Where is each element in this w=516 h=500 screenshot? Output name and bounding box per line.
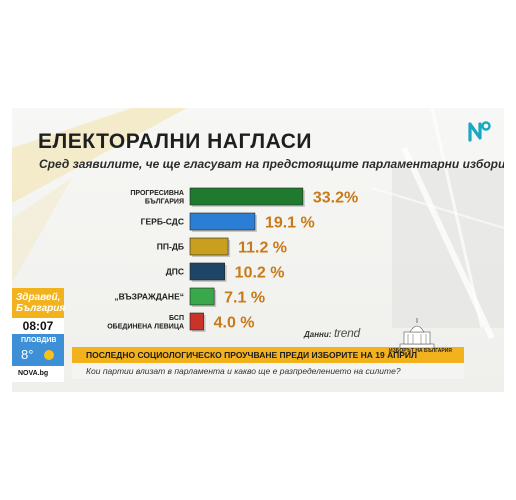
bar-chart: ПРОГРЕСИВНА БЪЛГАРИЯ 33.2% ГЕРБ-СДС 19.1 % ПП… <box>107 187 358 332</box>
ticker-subline: Кои партии влизат в парламента и какво щ… <box>72 363 464 379</box>
category-label: „ВЪЗРАЖДАНЕ“ <box>114 292 184 302</box>
source-name: trend <box>334 326 360 340</box>
ticker-headline: ПОСЛЕДНО СОЦИОЛОГИЧЕСКО ПРОУЧВАНЕ ПРЕДИ … <box>72 347 464 363</box>
value-label: 19.1 % <box>265 215 315 232</box>
value-label: 33.2% <box>313 190 358 207</box>
weather-temperature: 8° <box>21 347 34 362</box>
page-subtitle: Сред заявилите, че ще гласуват на предст… <box>39 157 504 171</box>
value-label: 10.2 % <box>235 265 285 282</box>
page-title: ЕЛЕКТОРАЛНИ НАГЛАСИ <box>38 130 312 153</box>
category-label: ДПС <box>166 267 184 277</box>
bar <box>189 312 204 331</box>
source-label: Данни: <box>304 330 332 339</box>
greeting-badge: Здравей, България <box>12 288 65 318</box>
emblem-label: ИЗБОРЪТ НА БЪЛГАРИЯ <box>389 348 452 354</box>
site-label: NOVA.bg <box>12 366 64 382</box>
category-label: ПП-ДБ <box>157 242 184 252</box>
weather-widget: ПЛОВДИВ 8° <box>12 334 64 366</box>
category-label: БСП ОБЕДИНЕНА ЛЕВИЦА <box>107 315 184 331</box>
weather-city: ПЛОВДИВ <box>21 337 57 344</box>
broadcast-frame: ЕЛЕКТОРАЛНИ НАГЛАСИ Сред заявилите, че щ… <box>12 108 504 392</box>
value-label: 7.1 % <box>224 290 265 307</box>
bar <box>189 287 215 306</box>
bar <box>189 212 256 231</box>
category-label: ПРОГРЕСИВНА БЪЛГАРИЯ <box>130 190 184 206</box>
bar <box>189 187 304 206</box>
value-label: 11.2 % <box>238 240 287 257</box>
parliament-emblem-icon <box>399 318 435 349</box>
background-decoration <box>12 108 504 340</box>
bar <box>189 237 229 256</box>
category-label: ГЕРБ-СДС <box>141 217 184 227</box>
value-label: 4.0 % <box>214 315 255 332</box>
bar <box>189 262 225 281</box>
sun-icon <box>44 350 54 360</box>
clock: 08:07 <box>12 318 64 334</box>
nova-logo-icon <box>468 121 491 142</box>
